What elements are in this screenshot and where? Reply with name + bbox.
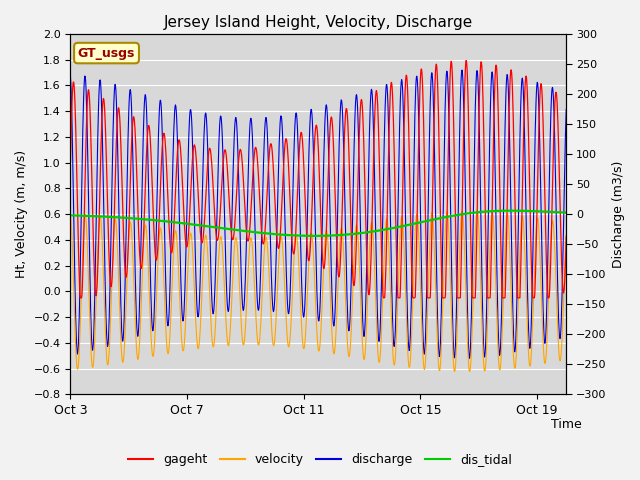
Legend: gageht, velocity, discharge, dis_tidal: gageht, velocity, discharge, dis_tidal bbox=[123, 448, 517, 471]
Title: Jersey Island Height, Velocity, Discharge: Jersey Island Height, Velocity, Discharg… bbox=[164, 15, 473, 30]
Text: GT_usgs: GT_usgs bbox=[78, 47, 135, 60]
X-axis label: Time: Time bbox=[551, 418, 582, 431]
Y-axis label: Discharge (m3/s): Discharge (m3/s) bbox=[612, 160, 625, 268]
Y-axis label: Ht, Velocity (m, m/s): Ht, Velocity (m, m/s) bbox=[15, 150, 28, 278]
